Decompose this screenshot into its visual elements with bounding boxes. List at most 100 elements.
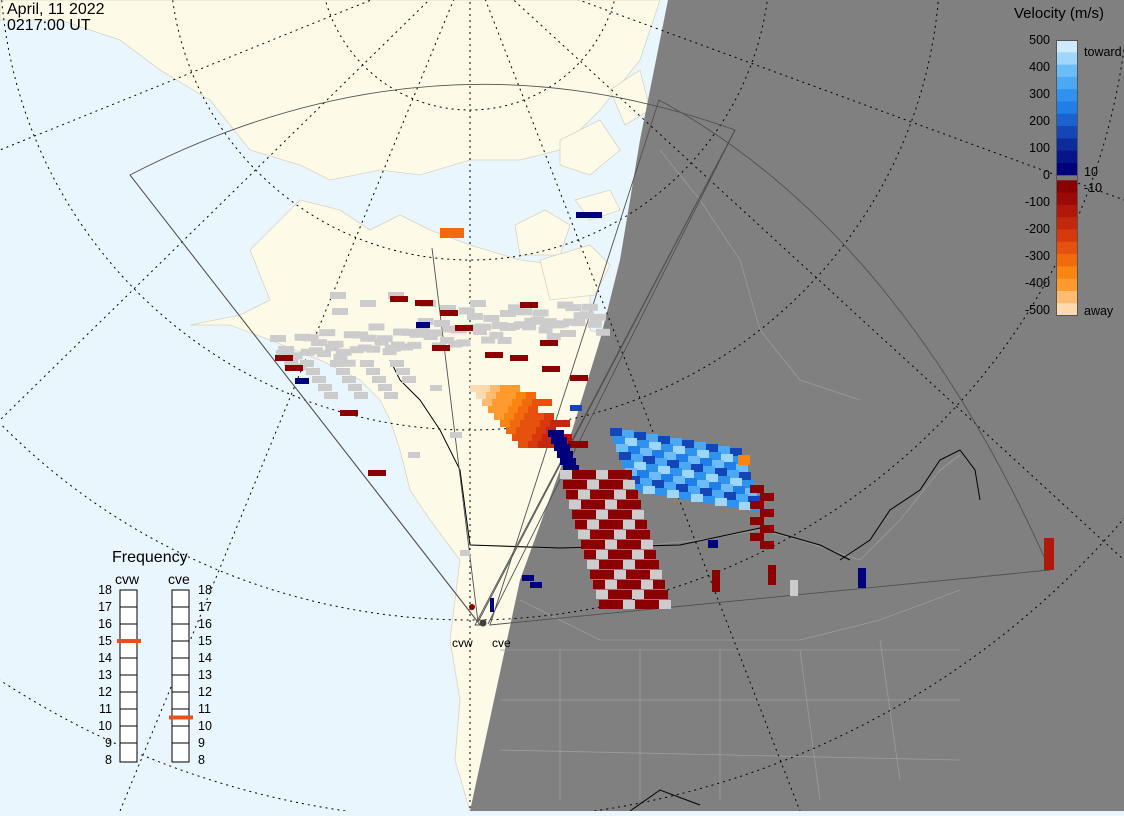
- echo-cell: [599, 520, 611, 529]
- echo-cell: [578, 441, 588, 448]
- echo-cell: [623, 560, 635, 569]
- echo-cell: [526, 427, 536, 434]
- echo-cell: [324, 392, 338, 399]
- echo-cell: [376, 335, 393, 343]
- echo-cell: [341, 359, 356, 367]
- echo-cell: [694, 442, 706, 450]
- freq-radar-label-cvw: cvw: [115, 571, 140, 587]
- echo-cell: [641, 580, 653, 589]
- echo-cell: [608, 510, 620, 519]
- echo-cell: [571, 319, 586, 327]
- colorbar-segment: [1056, 229, 1078, 243]
- echo-cell: [366, 368, 380, 375]
- echo-cell: [611, 520, 623, 529]
- echo-cell: [656, 590, 668, 599]
- echo-cell: [652, 450, 664, 458]
- borders: [469, 149, 961, 801]
- colorbar-segment: [1056, 52, 1078, 66]
- echo-cell: [643, 456, 655, 464]
- echo-cell: [311, 339, 328, 347]
- echo-cell: [302, 334, 319, 342]
- echo-cell: [522, 575, 534, 581]
- echo-cell: [534, 413, 544, 420]
- echo-cell: [637, 440, 649, 448]
- echo-cell: [632, 590, 644, 599]
- echo-cell: [712, 570, 720, 592]
- echo-cell: [742, 480, 754, 488]
- colorbar-segment: [1056, 204, 1078, 218]
- colorbar-segment: [1056, 303, 1078, 316]
- frequency-marker-cvw: [117, 639, 141, 643]
- echo-cell: [596, 510, 608, 519]
- echo-cell: [760, 541, 774, 549]
- echo-cell: [587, 560, 599, 569]
- echo-cell: [625, 438, 637, 446]
- echo-cell: [538, 326, 553, 334]
- echo-cell: [611, 480, 623, 489]
- echo-cell: [605, 540, 617, 549]
- colorbar-segment: [1056, 76, 1078, 90]
- echo-cell: [507, 304, 524, 312]
- echo-cell: [330, 360, 344, 367]
- echo-cell: [622, 460, 634, 468]
- frequency-scale-left: 8: [105, 753, 112, 767]
- frequency-title: Frequency: [112, 549, 188, 566]
- echo-cell: [425, 329, 442, 337]
- echo-cell: [432, 345, 450, 351]
- echo-cell: [456, 339, 471, 347]
- echo-cell: [739, 472, 751, 480]
- echo-cell: [520, 420, 530, 427]
- echo-cell: [348, 384, 362, 391]
- echo-cell: [415, 327, 430, 335]
- colorbar-tick-label: -300: [1024, 249, 1050, 263]
- echo-cell: [616, 444, 628, 452]
- echo-cell: [530, 420, 540, 427]
- colorbar-segment: [1056, 89, 1078, 102]
- echo-cell: [700, 488, 712, 496]
- echo-cell: [596, 328, 610, 336]
- fov-cvw: [129, 83, 736, 626]
- echo-cell: [466, 312, 483, 320]
- echo-cell: [330, 292, 346, 299]
- echo-cell: [679, 462, 691, 470]
- echo-cell: [300, 348, 315, 356]
- echo-cell: [649, 442, 661, 450]
- echo-cell: [366, 345, 381, 353]
- echo-cell: [661, 444, 673, 452]
- echo-cell: [760, 525, 774, 533]
- echo-cell: [455, 325, 473, 331]
- echo-cell: [500, 310, 516, 317]
- echo-cell: [522, 399, 532, 406]
- frequency-scale-right: 14: [198, 651, 212, 665]
- echo-cell: [679, 492, 691, 500]
- echo-cell: [505, 322, 520, 330]
- echo-cell: [599, 600, 611, 609]
- echo-cell: [602, 530, 614, 539]
- echo-cell: [685, 478, 697, 486]
- echo-cell: [631, 454, 643, 462]
- echo-cell: [500, 385, 510, 392]
- echo-cell: [416, 322, 430, 328]
- echo-cell: [472, 327, 487, 335]
- colorbar-title: Velocity (m/s): [1014, 5, 1105, 22]
- echo-cell: [700, 458, 712, 466]
- echo-cell: [358, 344, 373, 352]
- echo-cell: [658, 436, 670, 444]
- echo-cell: [659, 600, 671, 609]
- echo-cell: [599, 560, 611, 569]
- echo-cell: [285, 365, 303, 371]
- echo-cell: [384, 392, 398, 399]
- echo-cell: [352, 331, 369, 339]
- echo-cell: [587, 520, 599, 529]
- echo-cell: [605, 580, 617, 589]
- echo-cell: [617, 500, 629, 509]
- colorbar-tick-label: 100: [1029, 141, 1050, 155]
- echo-cell: [640, 478, 652, 486]
- echo-cell: [581, 540, 593, 549]
- echo-cell: [703, 466, 715, 474]
- echo-cell: [332, 308, 348, 315]
- echo-cell: [490, 385, 500, 392]
- echo-cell: [524, 413, 534, 420]
- echo-cell: [730, 448, 742, 456]
- echo-cell: [581, 303, 598, 311]
